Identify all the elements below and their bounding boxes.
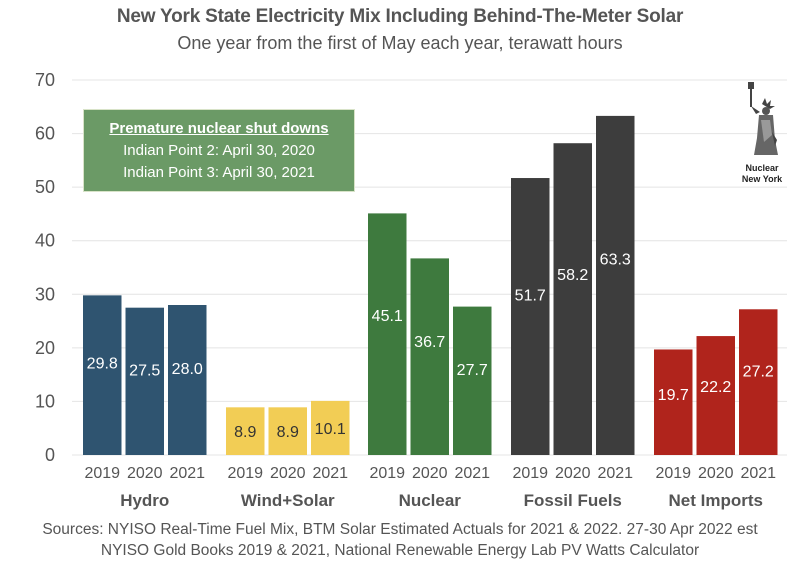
y-axis-ticks: 0 10 20 30 40 50 60 70 <box>35 70 55 465</box>
bar <box>125 307 164 455</box>
y-tick-label: 50 <box>35 177 55 197</box>
x-tick-label: 2021 <box>740 465 776 482</box>
data-label: 27.2 <box>743 363 774 380</box>
sources-line: Sources: NYISO Real-Time Fuel Mix, BTM S… <box>42 521 758 538</box>
sources-note: Sources: NYISO Real-Time Fuel Mix, BTM S… <box>0 519 800 561</box>
bar <box>596 115 635 456</box>
data-label: 8.9 <box>234 424 256 441</box>
bar <box>268 407 307 455</box>
y-tick-label: 60 <box>35 124 55 144</box>
chart-title: New York State Electricity Mix Including… <box>116 6 684 27</box>
x-tick-label: 2020 <box>127 465 163 482</box>
data-label: 51.7 <box>515 287 546 304</box>
annotation-heading: Premature nuclear shut downs <box>109 120 329 137</box>
bar <box>553 143 592 455</box>
x-tick-label: 2021 <box>312 465 348 482</box>
x-tick-label: 2021 <box>169 465 205 482</box>
logo-text-line2: New York <box>741 174 783 184</box>
x-tick-label: 2020 <box>555 465 591 482</box>
category-label: Net Imports <box>669 491 763 510</box>
shutdown-annotation: Premature nuclear shut downs Indian Poin… <box>83 109 355 192</box>
x-tick-label: 2019 <box>227 465 263 482</box>
x-tick-label: 2019 <box>369 465 405 482</box>
bars: 29.8 27.5 28.0 8.9 8.9 10.1 45.1 36.7 27.7 51.7 58… <box>83 115 778 456</box>
chart-subtitle: One year from the first of May each year… <box>177 33 623 53</box>
data-label: 22.2 <box>700 379 731 396</box>
bar <box>739 309 778 455</box>
x-tick-label: 2019 <box>84 465 120 482</box>
x-tick-label: 2020 <box>270 465 306 482</box>
nuclear-new-york-logo: Nuclear New York <box>732 80 792 185</box>
annotation-line: Indian Point 2: April 30, 2020 <box>123 142 315 159</box>
data-label: 27.7 <box>457 362 488 379</box>
data-label: 8.9 <box>277 424 299 441</box>
y-tick-label: 30 <box>35 284 55 304</box>
data-label: 28.0 <box>172 361 203 378</box>
bar <box>453 306 492 455</box>
bar <box>83 295 122 455</box>
data-label: 36.7 <box>414 334 445 351</box>
x-tick-label: 2021 <box>454 465 490 482</box>
y-tick-label: 40 <box>35 231 55 251</box>
x-tick-label: 2020 <box>698 465 734 482</box>
statue-of-liberty-icon <box>748 82 778 155</box>
x-tick-label: 2020 <box>412 465 448 482</box>
y-tick-label: 10 <box>35 391 55 411</box>
bar <box>368 213 407 455</box>
data-label: 29.8 <box>87 355 118 372</box>
data-label: 63.3 <box>600 251 631 268</box>
bar <box>696 336 735 455</box>
x-tick-label: 2019 <box>655 465 691 482</box>
bar <box>168 305 207 455</box>
y-tick-label: 20 <box>35 338 55 358</box>
bar <box>226 407 265 455</box>
logo-text-line1: Nuclear <box>745 163 779 173</box>
category-label: Hydro <box>120 491 169 510</box>
y-tick-label: 0 <box>45 445 55 465</box>
bar <box>511 178 550 456</box>
data-label: 10.1 <box>315 421 346 438</box>
x-tick-label: 2019 <box>512 465 548 482</box>
bar <box>311 400 350 455</box>
y-tick-label: 70 <box>35 70 55 90</box>
annotation-line: Indian Point 3: April 30, 2021 <box>123 164 315 181</box>
category-label: Wind+Solar <box>241 491 335 510</box>
x-tick-label: 2021 <box>597 465 633 482</box>
sources-line: NYISO Gold Books 2019 & 2021, National R… <box>100 542 700 559</box>
data-label: 27.5 <box>129 363 160 380</box>
category-label: Fossil Fuels <box>524 491 622 510</box>
bar <box>654 349 693 455</box>
data-label: 58.2 <box>557 267 588 284</box>
bar <box>410 258 449 455</box>
data-label: 19.7 <box>658 387 689 404</box>
data-label: 45.1 <box>372 308 403 325</box>
category-label: Nuclear <box>399 491 462 510</box>
